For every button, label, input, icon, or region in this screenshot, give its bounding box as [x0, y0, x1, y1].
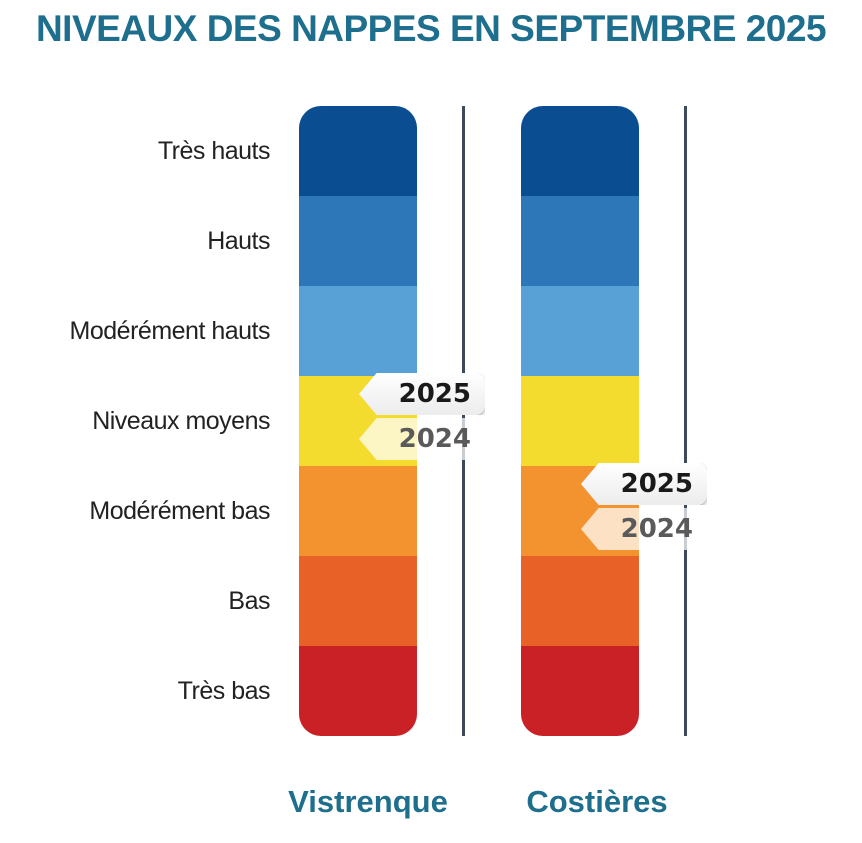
level-label: Modérément bas	[89, 497, 270, 525]
level-band	[299, 466, 417, 557]
marker-background	[581, 463, 707, 505]
column-name-vistrenque: Vistrenque	[288, 784, 448, 819]
level-band	[521, 646, 639, 736]
marker-year-label: 2025	[398, 379, 471, 409]
level-band	[299, 646, 417, 736]
level-label: Très bas	[177, 677, 271, 705]
marker-year-label: 2025	[620, 469, 693, 499]
marker-year-label: 2024	[620, 514, 693, 544]
level-label: Très hauts	[157, 137, 271, 165]
marker-background	[359, 373, 485, 415]
column-costieres	[521, 106, 639, 736]
level-band	[521, 286, 639, 377]
level-label: Niveaux moyens	[92, 407, 270, 435]
year-marker-2025: 2025	[359, 373, 485, 415]
level-band	[521, 556, 639, 647]
marker-background	[581, 508, 707, 550]
level-label: Hauts	[207, 227, 270, 255]
level-band	[521, 376, 639, 467]
level-band	[299, 286, 417, 377]
level-band	[521, 106, 639, 197]
level-band	[299, 556, 417, 647]
chart-title: NIVEAUX DES NAPPES EN SEPTEMBRE 2025	[35, 8, 827, 49]
marker-background	[359, 418, 485, 460]
level-band	[299, 106, 417, 197]
year-marker-2025: 2025	[581, 463, 707, 505]
level-band	[521, 196, 639, 287]
column-vistrenque	[299, 106, 417, 736]
level-band	[299, 196, 417, 287]
marker-year-label: 2024	[398, 424, 471, 454]
year-marker-2024: 2024	[359, 418, 485, 460]
year-marker-2024: 2024	[581, 508, 707, 550]
divider-costieres	[684, 106, 687, 736]
level-label: Modérément hauts	[69, 317, 271, 345]
level-label: Bas	[228, 587, 270, 615]
column-name-costieres: Costières	[526, 784, 668, 819]
